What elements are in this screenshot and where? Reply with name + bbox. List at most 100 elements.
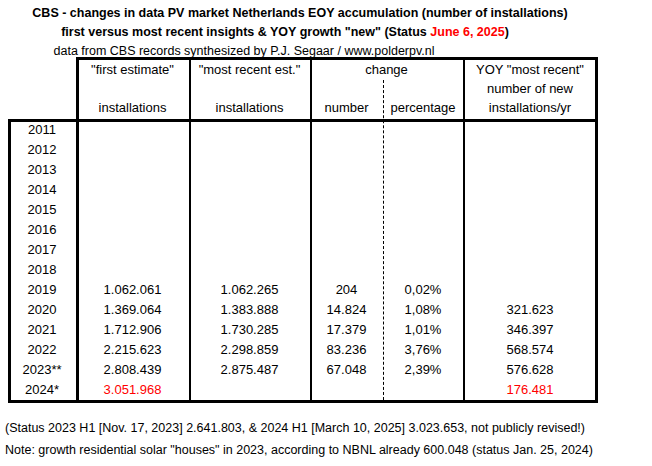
- change-percent-cell: [383, 120, 463, 140]
- most-recent-cell: [189, 160, 310, 180]
- first-estimate-cell: [76, 220, 189, 240]
- first-estimate-cell: 1.712.906: [76, 320, 189, 340]
- change-number-cell: [310, 180, 383, 200]
- table-rows: 2011 2012 2013 2014 2015 2016: [0, 120, 652, 400]
- change-percent-cell: [383, 260, 463, 280]
- yoy-new-cell: 321.623: [463, 300, 597, 320]
- header-recent-installations: installations: [189, 98, 310, 117]
- header-first-installations: installations: [76, 98, 189, 117]
- change-number-cell: [310, 160, 383, 180]
- header-most-recent: "most recent est.": [189, 60, 310, 79]
- table-row: 2015: [0, 200, 652, 220]
- yoy-new-cell: [463, 280, 597, 300]
- table-row: 2011: [0, 120, 652, 140]
- header-yoy: YOY "most recent": [463, 60, 597, 79]
- yoy-new-cell: 576.628: [463, 360, 597, 380]
- yoy-new-cell: 346.397: [463, 320, 597, 340]
- subtitle-text: first versus most recent insights & YOY …: [61, 25, 430, 39]
- first-estimate-cell: [76, 240, 189, 260]
- change-number-cell: [310, 120, 383, 140]
- most-recent-cell: [189, 200, 310, 220]
- table-row: 2017: [0, 240, 652, 260]
- most-recent-cell: [189, 380, 310, 400]
- year-cell: 2017: [8, 240, 76, 260]
- most-recent-cell: 2.875.487: [189, 360, 310, 380]
- year-cell: 2019: [8, 280, 76, 300]
- header-change: change: [310, 60, 463, 79]
- change-number-cell: 14.824: [310, 300, 383, 320]
- change-number-cell: [310, 200, 383, 220]
- change-percent-cell: [383, 380, 463, 400]
- header-first-estimate: "first estimate": [76, 60, 189, 79]
- first-estimate-cell: [76, 160, 189, 180]
- table-row: 2023** 2.808.439 2.875.487 67.048 2,39% …: [0, 360, 652, 380]
- first-estimate-cell: 2.808.439: [76, 360, 189, 380]
- first-estimate-cell: 1.369.064: [76, 300, 189, 320]
- first-estimate-cell: [76, 140, 189, 160]
- yoy-new-cell: [463, 180, 597, 200]
- most-recent-cell: [189, 180, 310, 200]
- most-recent-cell: 2.298.859: [189, 340, 310, 360]
- subtitle-close: ): [505, 25, 509, 39]
- table-row: 2022 2.215.623 2.298.859 83.236 3,76% 56…: [0, 340, 652, 360]
- table-row: 2018: [0, 260, 652, 280]
- change-number-cell: [310, 220, 383, 240]
- yoy-new-cell: 568.574: [463, 340, 597, 360]
- year-cell: 2021: [8, 320, 76, 340]
- table-row: 2021 1.712.906 1.730.285 17.379 1,01% 34…: [0, 320, 652, 340]
- year-cell: 2011: [8, 120, 76, 140]
- change-number-cell: [310, 380, 383, 400]
- year-cell: 2012: [8, 140, 76, 160]
- change-number-cell: 83.236: [310, 340, 383, 360]
- yoy-new-cell: [463, 200, 597, 220]
- table-row: 2012: [0, 140, 652, 160]
- header-change-percentage: percentage: [383, 98, 463, 117]
- most-recent-cell: [189, 140, 310, 160]
- most-recent-cell: 1.062.265: [189, 280, 310, 300]
- most-recent-cell: [189, 120, 310, 140]
- status-date: June 6, 2025: [430, 25, 504, 39]
- table-row: 2024* 3.051.968 176.481: [0, 380, 652, 400]
- page-title: CBS - changes in data PV market Netherla…: [0, 4, 600, 22]
- change-percent-cell: 3,76%: [383, 340, 463, 360]
- change-number-cell: 17.379: [310, 320, 383, 340]
- first-estimate-cell: [76, 120, 189, 140]
- year-cell: 2023**: [8, 360, 76, 380]
- yoy-new-cell: [463, 160, 597, 180]
- yoy-new-cell: [463, 120, 597, 140]
- header-change-number: number: [310, 98, 383, 117]
- most-recent-cell: [189, 260, 310, 280]
- change-percent-cell: [383, 180, 463, 200]
- first-estimate-cell: 3.051.968: [76, 380, 189, 400]
- change-percent-cell: [383, 140, 463, 160]
- change-percent-cell: 0,02%: [383, 280, 463, 300]
- change-number-cell: 67.048: [310, 360, 383, 380]
- year-cell: 2015: [8, 200, 76, 220]
- table-row: 2013: [0, 160, 652, 180]
- change-number-cell: [310, 140, 383, 160]
- year-cell: 2024*: [8, 380, 76, 400]
- first-estimate-cell: [76, 200, 189, 220]
- year-cell: 2020: [8, 300, 76, 320]
- most-recent-cell: 1.730.285: [189, 320, 310, 340]
- yoy-new-cell: 176.481: [463, 380, 597, 400]
- change-number-cell: 204: [310, 280, 383, 300]
- year-cell: 2022: [8, 340, 76, 360]
- change-percent-cell: [383, 200, 463, 220]
- change-percent-cell: 1,01%: [383, 320, 463, 340]
- change-percent-cell: 2,39%: [383, 360, 463, 380]
- change-number-cell: [310, 240, 383, 260]
- most-recent-cell: [189, 220, 310, 240]
- yoy-new-cell: [463, 260, 597, 280]
- first-estimate-cell: 2.215.623: [76, 340, 189, 360]
- header-yoy-line2: number of new: [463, 79, 597, 98]
- table-row: 2016: [0, 220, 652, 240]
- change-percent-cell: [383, 240, 463, 260]
- year-cell: 2014: [8, 180, 76, 200]
- table-bottom-border: [8, 400, 598, 403]
- table-row: 2020 1.369.064 1.383.888 14.824 1,08% 32…: [0, 300, 652, 320]
- yoy-new-cell: [463, 140, 597, 160]
- change-number-cell: [310, 260, 383, 280]
- change-percent-cell: [383, 160, 463, 180]
- first-estimate-cell: [76, 260, 189, 280]
